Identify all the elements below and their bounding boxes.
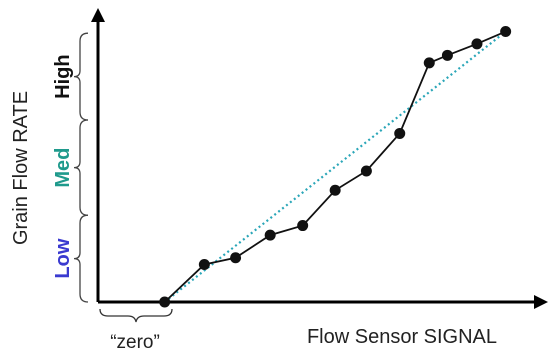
data-point [394, 127, 406, 139]
measured-line [164, 30, 507, 303]
data-point [230, 252, 242, 264]
data-point [500, 26, 512, 38]
x-axis-arrow [534, 295, 548, 309]
measured-line-layer [164, 30, 507, 303]
zero-annotation: “zero” [110, 332, 160, 352]
band-brace-low [73, 214, 89, 303]
y-axis-arrow [91, 8, 105, 22]
band-label-high: High [52, 54, 74, 98]
data-point [159, 296, 171, 308]
band-brace-med [73, 119, 89, 216]
data-points-layer [159, 26, 512, 308]
data-point [198, 258, 210, 270]
data-point [329, 184, 341, 196]
data-point [264, 229, 276, 241]
zero-bracket [99, 308, 173, 323]
data-point [297, 220, 309, 232]
data-point [441, 49, 453, 61]
data-point [423, 57, 435, 69]
band-label-low: Low [52, 238, 74, 278]
x-axis-label: Flow Sensor SIGNAL [307, 326, 497, 348]
y-axis-label: Grain Flow RATE [10, 91, 32, 245]
band-brace-high [73, 32, 89, 121]
band-label-med: Med [52, 148, 74, 188]
band-layer: Low Med High [52, 32, 89, 303]
data-point [360, 165, 372, 177]
data-point [471, 38, 483, 50]
